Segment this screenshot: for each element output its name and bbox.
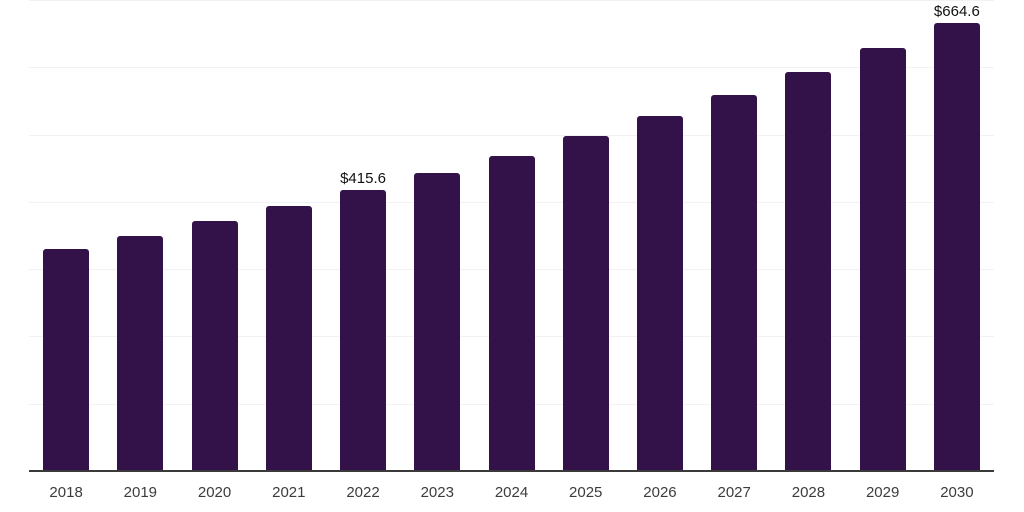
x-tick-2023: 2023 [420, 484, 454, 501]
bar-2030 [933, 22, 980, 470]
data-label-2030: $664.6 [933, 2, 980, 20]
gridline-600 [29, 67, 994, 69]
x-tick-2029: 2029 [865, 484, 900, 501]
bar-2020 [191, 221, 238, 470]
x-tick-2019: 2019 [123, 484, 158, 501]
x-tick-2021: 2021 [272, 484, 306, 501]
plot-area: $415.6 $664.6 [29, 0, 994, 472]
bar-2028 [785, 72, 832, 470]
bar-2027 [711, 94, 758, 470]
bar-2019 [117, 235, 164, 470]
x-tick-2027: 2027 [717, 484, 751, 501]
bar-2018 [43, 248, 90, 470]
data-label-2022: $415.6 [340, 170, 386, 188]
bar-2026 [636, 116, 683, 470]
bar-2023 [414, 173, 461, 470]
x-tick-2026: 2026 [643, 484, 677, 501]
x-tick-2018: 2018 [49, 484, 83, 501]
x-axis-line [29, 470, 994, 472]
bar-2021 [265, 206, 312, 470]
bar-2022 [340, 190, 387, 470]
x-tick-2024: 2024 [494, 484, 529, 501]
x-tick-2025: 2025 [569, 484, 603, 501]
gridline-700 [29, 0, 994, 1]
gridline-500 [29, 134, 994, 136]
bar-2024 [488, 155, 535, 470]
x-tick-2030: 2030 [940, 484, 974, 501]
x-tick-2022: 2022 [346, 484, 380, 501]
x-tick-2020: 2020 [197, 484, 232, 501]
bar-2025 [562, 136, 609, 470]
x-tick-2028: 2028 [791, 484, 826, 501]
bar-2029 [859, 48, 906, 470]
